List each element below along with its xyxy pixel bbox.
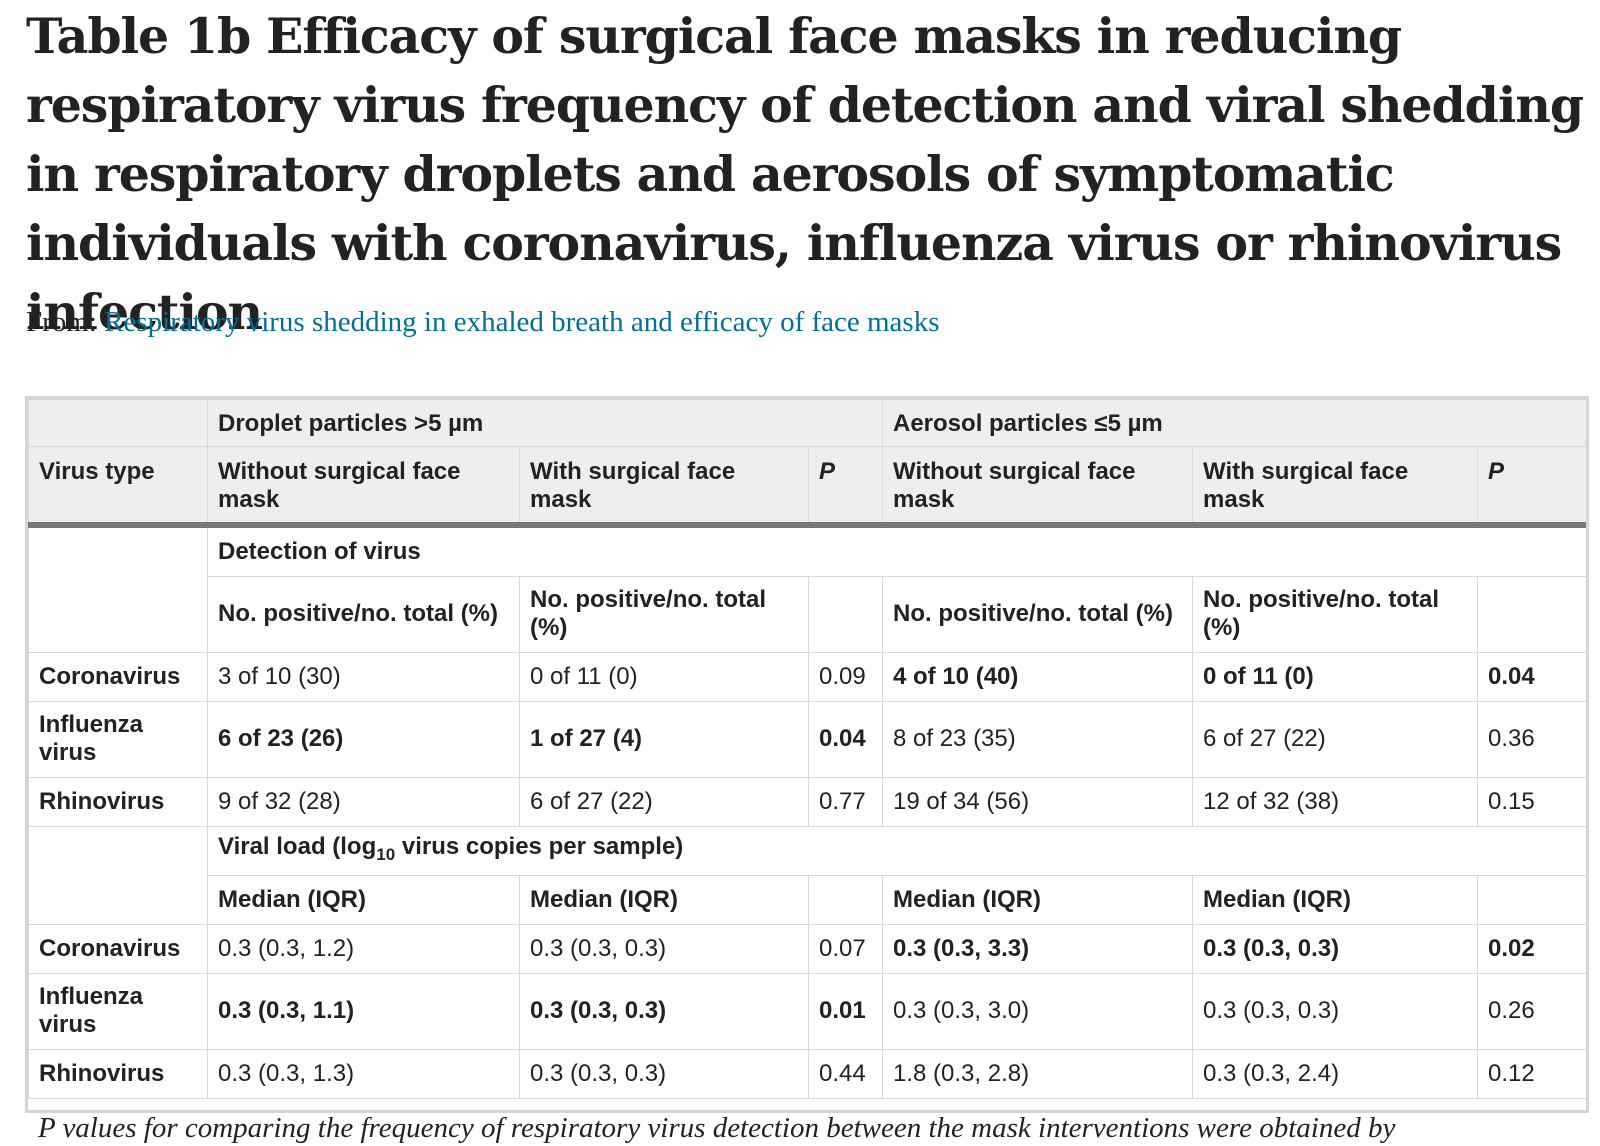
data-cell: 6 of 27 (22) [519, 776, 809, 827]
p-value-cell: 0.77 [808, 776, 883, 827]
data-cell: 0.3 (0.3, 0.3) [519, 972, 809, 1050]
subheader-empty [808, 575, 883, 653]
virus-type-cell: Influenza virus [28, 972, 208, 1050]
data-cell: 0.3 (0.3, 0.3) [1192, 972, 1478, 1050]
p-value-cell: 0.04 [808, 700, 883, 778]
data-cell: 0.3 (0.3, 0.3) [519, 923, 809, 974]
p-value-cell: 0.02 [1477, 923, 1586, 974]
subheader-empty [808, 874, 883, 925]
data-cell: 8 of 23 (35) [882, 700, 1193, 778]
results-table: Droplet particles >5 µm Aerosol particle… [28, 399, 1586, 1099]
column-header-aerosol-p: P [1477, 446, 1586, 528]
data-cell: 1 of 27 (4) [519, 700, 809, 778]
subheader-cell: Median (IQR) [882, 874, 1193, 925]
data-cell: 9 of 32 (28) [207, 776, 520, 827]
data-cell: 0.3 (0.3, 1.3) [207, 1048, 520, 1099]
subheader-cell: No. positive/no. total (%) [882, 575, 1193, 653]
p-value-cell: 0.15 [1477, 776, 1586, 827]
data-cell: 0.3 (0.3, 0.3) [1192, 923, 1478, 974]
p-value-cell: 0.01 [808, 972, 883, 1050]
column-header-aerosol-without-mask: Without surgical face mask [882, 446, 1193, 528]
p-value-cell: 0.04 [1477, 651, 1586, 702]
virus-type-cell: Influenza virus [28, 700, 208, 778]
source-prefix: From: [26, 306, 105, 338]
virus-type-cell: Rhinovirus [28, 1048, 208, 1099]
data-cell: 0.3 (0.3, 1.1) [207, 972, 520, 1050]
subheader-cell: Median (IQR) [1192, 874, 1478, 925]
section-row-detection: Detection of virus [28, 524, 1586, 653]
virus-type-cell: Coronavirus [28, 923, 208, 974]
virus-type-cell: Rhinovirus [28, 776, 208, 827]
table-row: Influenza virus 0.3 (0.3, 1.1) 0.3 (0.3,… [28, 972, 1586, 1050]
section-spacer [28, 825, 208, 925]
data-cell: 0.3 (0.3, 2.4) [1192, 1048, 1478, 1099]
section-label-detection: Detection of virus [207, 524, 1586, 577]
data-cell: 1.8 (0.3, 2.8) [882, 1048, 1193, 1099]
data-cell: 0.3 (0.3, 3.0) [882, 972, 1193, 1050]
data-cell: 3 of 10 (30) [207, 651, 520, 702]
viral-load-label-part: virus copies per sample) [395, 832, 684, 860]
viral-load-label-subscript: 10 [376, 844, 396, 864]
table-row: Coronavirus 0.3 (0.3, 1.2) 0.3 (0.3, 0.3… [28, 923, 1586, 974]
p-value-cell: 0.26 [1477, 972, 1586, 1050]
data-cell: 0.3 (0.3, 1.2) [207, 923, 520, 974]
p-value-cell: 0.44 [808, 1048, 883, 1099]
viral-load-label-part: Viral load (log [218, 832, 377, 860]
column-header-aerosol-with-mask: With surgical face mask [1192, 446, 1478, 528]
subheader-empty [1477, 575, 1586, 653]
source-article-link[interactable]: Respiratory virus shedding in exhaled br… [104, 306, 940, 338]
subheader-cell: Median (IQR) [207, 874, 520, 925]
group-header-empty [28, 399, 208, 447]
source-line: From: Respiratory virus shedding in exha… [26, 304, 940, 340]
table-row: Coronavirus 3 of 10 (30) 0 of 11 (0) 0.0… [28, 651, 1586, 702]
column-header-droplet-p: P [808, 446, 883, 528]
subheader-cell: No. positive/no. total (%) [1192, 575, 1478, 653]
p-value-cell: 0.12 [1477, 1048, 1586, 1099]
subheader-row-detection: No. positive/no. total (%) No. positive/… [29, 575, 1586, 653]
table-title: Table 1b Efficacy of surgical face masks… [26, 7, 1584, 341]
group-header-droplet: Droplet particles >5 µm [207, 399, 883, 447]
p-value-cell: 0.07 [808, 923, 883, 974]
virus-type-cell: Coronavirus [28, 651, 208, 702]
p-label: P [1488, 458, 1505, 485]
p-label: P [819, 458, 836, 485]
data-cell: 0.3 (0.3, 0.3) [519, 1048, 809, 1099]
data-cell: 0.3 (0.3, 3.3) [882, 923, 1193, 974]
table-row: Influenza virus 6 of 23 (26) 1 of 27 (4)… [28, 700, 1586, 778]
subheader-empty [1477, 874, 1586, 925]
group-header-aerosol: Aerosol particles ≤5 µm [882, 399, 1586, 447]
data-cell: 0 of 11 (0) [1192, 651, 1478, 702]
table-footnote: P values for comparing the frequency of … [38, 1112, 1396, 1144]
data-cell: 6 of 27 (22) [1192, 700, 1478, 778]
column-header-droplet-without-mask: Without surgical face mask [207, 446, 520, 528]
data-cell: 4 of 10 (40) [882, 651, 1193, 702]
data-cell: 0 of 11 (0) [519, 651, 809, 702]
data-cell: 12 of 32 (38) [1192, 776, 1478, 827]
section-label-viral-load: Viral load (log10 virus copies per sampl… [207, 825, 1586, 876]
subheader-row-viral-load: Median (IQR) Median (IQR) Median (IQR) M… [29, 874, 1586, 925]
section-row-viral-load: Viral load (log10 virus copies per sampl… [28, 825, 1586, 925]
data-cell: 6 of 23 (26) [207, 700, 520, 778]
results-table-container: Droplet particles >5 µm Aerosol particle… [25, 396, 1589, 1113]
table-row: Rhinovirus 0.3 (0.3, 1.3) 0.3 (0.3, 0.3)… [28, 1048, 1586, 1099]
column-header-droplet-with-mask: With surgical face mask [519, 446, 809, 528]
data-cell: 19 of 34 (56) [882, 776, 1193, 827]
table-row: Rhinovirus 9 of 32 (28) 6 of 27 (22) 0.7… [28, 776, 1586, 827]
column-header-row: Virus type Without surgical face mask Wi… [28, 446, 1586, 528]
p-value-cell: 0.09 [808, 651, 883, 702]
group-header-row: Droplet particles >5 µm Aerosol particle… [28, 399, 1586, 447]
subheader-cell: No. positive/no. total (%) [207, 575, 520, 653]
subheader-cell: Median (IQR) [519, 874, 809, 925]
section-spacer [28, 524, 208, 653]
column-header-virus-type: Virus type [28, 446, 208, 528]
p-value-cell: 0.36 [1477, 700, 1586, 778]
subheader-cell: No. positive/no. total (%) [519, 575, 809, 653]
